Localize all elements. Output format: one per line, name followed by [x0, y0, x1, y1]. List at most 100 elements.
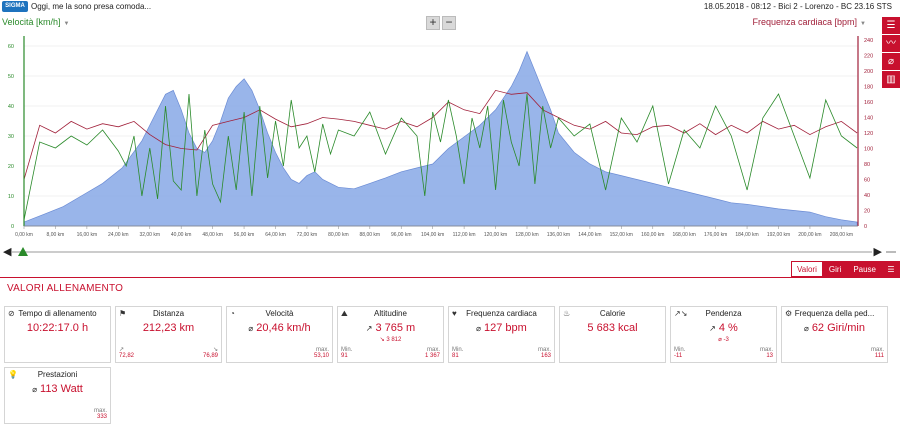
x-tick-label: 136,00 km	[547, 232, 570, 238]
stat-card: ♨ Calorie 5 683 kcal	[559, 306, 666, 363]
x-tick-label: 88,00 km	[360, 232, 381, 238]
stat-sub: ↘ 3 812	[379, 337, 402, 343]
stat-max-label: max.	[870, 347, 884, 353]
x-tick-label: 24,00 km	[108, 232, 129, 238]
x-tick-label: 160,00 km	[641, 232, 664, 238]
tab-pause[interactable]: Pause	[847, 261, 882, 277]
stat-icon: ⚙	[785, 309, 793, 318]
stat-title: Frequenza cardiaca	[466, 309, 537, 318]
stat-max-value: 13	[766, 353, 773, 359]
x-tick-label: 16,00 km	[77, 232, 98, 238]
stat-value-text: 212,23 km	[142, 322, 195, 334]
stat-max: max. 13	[760, 347, 773, 359]
stat-min: Min. 91	[341, 347, 352, 359]
stat-min-value: 72,82	[119, 353, 135, 359]
x-tick-label: 32,00 km	[139, 232, 160, 238]
stat-icon: ⛰	[341, 309, 348, 318]
stat-card: 💡 Prestazioni ⌀ 113 Watt max. 333	[4, 367, 111, 424]
x-tick-label: 176,00 km	[704, 232, 727, 238]
stat-max-value: 76,89	[202, 353, 218, 359]
slider-right-arrow-icon[interactable]: ▶	[873, 246, 882, 258]
stat-max: max. 163	[538, 347, 551, 359]
trip-info: 18.05.2018 - 08:12 - Bici 2 - Lorenzo - …	[703, 2, 892, 11]
bar-chart-icon[interactable]: ▥	[882, 71, 900, 88]
left-tick-label: 0	[11, 224, 14, 230]
stat-value: 212,23 km	[116, 322, 221, 334]
stat-title: Altitudine	[374, 309, 407, 318]
zoom-out-button[interactable]: −	[442, 16, 456, 30]
range-slider[interactable]: ◀ ▶	[0, 244, 900, 258]
tab-valori[interactable]: Valori	[791, 261, 823, 277]
altitude-area	[23, 50, 858, 227]
slider-left-arrow-icon[interactable]: ◀	[3, 246, 12, 258]
stat-value-text: 3 765 m	[375, 322, 416, 334]
right-tick-label: 140	[864, 116, 873, 122]
stat-title: Velocità	[265, 309, 294, 318]
stat-icon: ◔	[230, 309, 235, 318]
stat-value: ⌀ 113 Watt	[5, 383, 110, 395]
list-icon[interactable]: ☰	[882, 17, 900, 34]
stat-min-label: Min.	[452, 347, 464, 353]
stat-card: ♥ Frequenza cardiaca ⌀ 127 bpm Min. 81 max. 163	[448, 306, 555, 363]
stat-max: max. 53,10	[314, 347, 329, 359]
stat-title: Pendenza	[705, 309, 742, 318]
left-tick-label: 40	[8, 104, 14, 110]
stat-value: ↗ 3 765 m	[338, 322, 443, 334]
menu-icon[interactable]: ☰	[882, 261, 900, 277]
tab-giri[interactable]: Giri	[822, 261, 848, 277]
slider-handle[interactable]	[18, 247, 28, 256]
x-tick-label: 208,00 km	[830, 232, 853, 238]
speed-line	[23, 93, 858, 221]
stat-value: ⌀ 62 Giri/min	[782, 322, 887, 334]
stat-value-icon: ⌀	[248, 324, 254, 333]
stat-value: ↗ 4 %	[671, 322, 776, 334]
divider	[0, 277, 900, 278]
x-tick-label: 48,00 km	[202, 232, 223, 238]
stat-icon: ♥	[452, 309, 457, 318]
stat-max-value: 53,10	[313, 353, 329, 359]
stat-max-value: 1 367	[424, 353, 440, 359]
x-tick-label: 144,00 km	[578, 232, 601, 238]
slider-track[interactable]	[12, 251, 872, 253]
chart-tools: ☰ 〰 ⌀ ▥	[882, 17, 900, 89]
x-tick-label: 80,00 km	[328, 232, 349, 238]
left-tick-label: 60	[8, 44, 14, 50]
x-tick-label: 200,00 km	[798, 232, 821, 238]
stat-value-text: 4 %	[718, 322, 738, 334]
x-tick-label: 168,00 km	[673, 232, 696, 238]
stat-value: ⌀ 127 bpm	[449, 322, 554, 334]
x-tick-label: 104,00 km	[421, 232, 444, 238]
x-tick-label: 8,00 km	[47, 232, 65, 238]
left-tick-label: 50	[8, 74, 14, 80]
stat-max: max. 1 367	[425, 347, 440, 359]
slider-collapse-icon[interactable]	[886, 251, 896, 253]
stat-icon: ⚑	[119, 309, 127, 318]
stat-value: 5 683 kcal	[560, 322, 665, 334]
average-icon[interactable]: ⌀	[882, 53, 900, 70]
x-tick-label: 64,00 km	[265, 232, 286, 238]
stat-min-label: ↗	[119, 347, 125, 353]
stat-title: Frequenza della ped...	[794, 309, 875, 318]
stat-value: 10:22:17.0 h	[5, 322, 110, 334]
right-tick-label: 100	[864, 147, 873, 153]
left-tick-label: 30	[8, 134, 14, 140]
zoom-in-button[interactable]: +	[426, 16, 440, 30]
stat-title: Tempo di allenamento	[18, 309, 97, 318]
right-axis-selector[interactable]: Frequenza cardiaca [bpm] ▼	[752, 17, 866, 27]
x-tick-label: 72,00 km	[297, 232, 318, 238]
stat-value-text: 10:22:17.0 h	[26, 322, 89, 334]
stat-icon: ↗↘	[674, 309, 688, 318]
stat-min-value: 81	[452, 353, 459, 359]
stat-card: ◔ Velocità ⌀ 20,46 km/h max. 53,10	[226, 306, 333, 363]
workout-title: Oggi, me la sono presa comoda...	[31, 2, 152, 11]
stat-min-value: 91	[341, 353, 348, 359]
right-tick-label: 120	[864, 131, 873, 137]
workout-chart[interactable]: 0 10 20 30 40 50 60 0 20 40 60 80 100 120 140 160 180 200…	[0, 28, 900, 243]
x-tick-label: 184,00 km	[735, 232, 758, 238]
stat-max: max. 111	[871, 347, 884, 359]
x-tick-label: 0,00 km	[15, 232, 33, 238]
left-axis-selector[interactable]: Velocità [km/h] ▼	[2, 17, 70, 27]
line-chart-icon[interactable]: 〰	[882, 35, 900, 52]
chevron-down-icon: ▼	[63, 21, 70, 27]
stat-max-label: max.	[315, 347, 329, 353]
